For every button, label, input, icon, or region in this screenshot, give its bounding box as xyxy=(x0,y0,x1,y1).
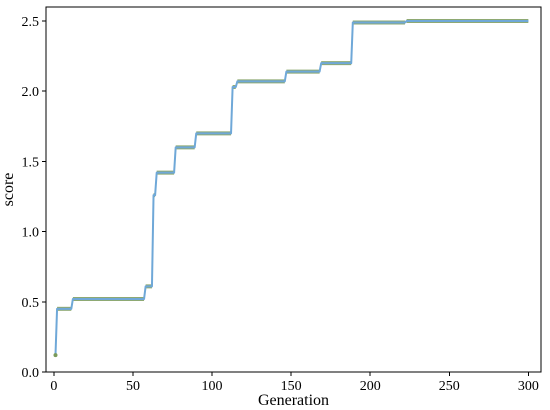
x-axis: 0 50 100 150 200 250 300 xyxy=(50,372,539,394)
x-tick-label-0: 0 xyxy=(50,379,57,394)
x-tick-label-4: 200 xyxy=(360,379,381,394)
x-tick-label-2: 100 xyxy=(202,379,223,394)
y-tick-label-4: 2.0 xyxy=(22,85,40,100)
y-tick-label-5: 2.5 xyxy=(22,15,40,30)
x-tick-label-3: 150 xyxy=(281,379,302,394)
y-tick-label-1: 0.5 xyxy=(22,296,40,311)
y-axis: 0.0 0.5 1.0 1.5 2.0 2.5 xyxy=(22,15,46,381)
series-0-line xyxy=(54,20,529,356)
x-tick-label-5: 250 xyxy=(439,379,460,394)
y-tick-label-3: 1.5 xyxy=(22,155,40,170)
plot-area xyxy=(45,6,542,373)
plot-frame xyxy=(45,6,542,373)
x-axis-label: Generation xyxy=(258,392,329,409)
y-tick-label-2: 1.0 xyxy=(22,226,40,241)
y-axis-label: score xyxy=(0,173,17,207)
series-0-start-point xyxy=(53,353,58,358)
x-tick-label-6: 300 xyxy=(518,379,539,394)
x-tick-label-1: 50 xyxy=(126,379,140,394)
y-tick-label-0: 0.0 xyxy=(22,366,40,381)
